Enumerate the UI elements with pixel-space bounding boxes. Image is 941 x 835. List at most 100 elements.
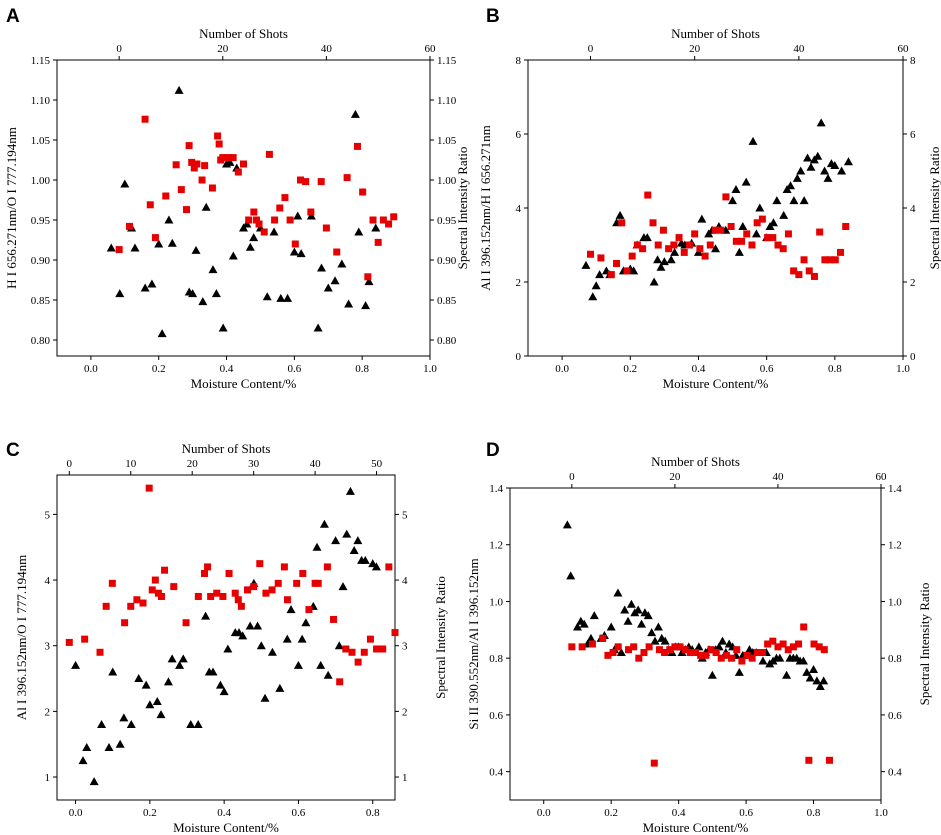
data-point-triangle — [293, 211, 303, 220]
data-point-triangle — [823, 173, 833, 182]
data-point-triangle — [267, 647, 277, 656]
data-point-square — [680, 248, 688, 256]
data-point-triangle — [163, 677, 173, 686]
data-point-triangle — [349, 546, 359, 555]
y-tick-label: 1.00 — [31, 175, 51, 187]
data-point-square — [302, 178, 310, 186]
data-point-triangle — [334, 641, 344, 650]
data-point-triangle — [175, 660, 185, 669]
data-point-square — [219, 592, 227, 600]
data-point-square — [614, 643, 622, 651]
data-point-square — [322, 224, 330, 232]
y2-tick-label: 1.05 — [437, 135, 457, 147]
x2-axis-title: Number of Shots — [651, 454, 740, 469]
x2-tick-label: 60 — [898, 43, 910, 55]
data-point-triangle — [738, 222, 748, 230]
data-point-triangle — [323, 283, 333, 292]
y2-tick-label: 4 — [402, 575, 408, 587]
x-tick-label: 0.0 — [537, 807, 551, 819]
data-point-square — [271, 216, 279, 224]
series-triangle — [106, 85, 381, 338]
data-point-square — [717, 654, 725, 662]
data-point-square — [661, 649, 669, 657]
data-point-triangle — [616, 648, 626, 657]
x-tick-label: 0.2 — [623, 363, 637, 375]
data-point-triangle — [734, 247, 744, 256]
data-point-square — [250, 208, 258, 216]
data-point-triangle — [647, 628, 657, 637]
data-point-triangle — [656, 262, 666, 271]
data-point-square — [265, 150, 273, 158]
plot-frame — [527, 59, 904, 357]
data-point-triangle — [147, 279, 157, 288]
data-point-triangle — [337, 259, 347, 268]
data-point-square — [764, 640, 772, 648]
data-point-triangle — [289, 247, 299, 256]
data-point-triangle — [642, 233, 652, 242]
y2-tick-label: 8 — [910, 55, 916, 67]
y-tick-label: 1.10 — [31, 95, 51, 107]
data-point-triangle — [193, 719, 203, 728]
data-point-square — [96, 648, 104, 656]
x-tick-label: 0.0 — [84, 363, 98, 375]
data-point-square — [649, 219, 657, 227]
data-point-square — [172, 161, 180, 169]
data-point-square — [685, 241, 693, 249]
data-point-square — [607, 271, 615, 279]
y-tick-label: 0 — [516, 351, 522, 363]
data-point-square — [633, 241, 641, 249]
x-tick-label: 0.6 — [760, 363, 774, 375]
data-point-square — [336, 678, 344, 686]
data-point-square — [743, 651, 751, 659]
data-point-triangle — [711, 244, 720, 253]
data-point-triangle — [837, 166, 847, 175]
data-point-triangle — [120, 179, 130, 188]
panel-letter: D — [486, 440, 500, 461]
data-point-square — [675, 234, 683, 242]
x-tick-label: 0.8 — [828, 363, 842, 375]
data-point-triangle — [755, 203, 765, 212]
data-point-square — [115, 246, 123, 254]
data-point-triangle — [301, 618, 311, 627]
panel-a: A0.0 0.2 0.4 0.6 0.8 1.00 20 40 600.80 0.800.85 0.… — [4, 6, 470, 391]
data-point-square — [609, 649, 617, 657]
data-point-square — [364, 273, 372, 281]
data-point-triangle — [130, 243, 140, 252]
x2-tick-label: 40 — [310, 458, 322, 470]
y-axis-title: Si II 390.552nm/Al I 396.152nm — [466, 558, 481, 729]
data-point-square — [795, 640, 803, 648]
data-point-triangle — [245, 621, 255, 630]
data-point-square — [587, 250, 594, 258]
x-tick-label: 1.0 — [874, 807, 888, 819]
data-point-triangle — [588, 292, 598, 301]
data-point-triangle — [649, 277, 659, 286]
data-point-square — [151, 576, 159, 584]
data-point-square — [268, 586, 276, 594]
data-point-square — [353, 142, 361, 150]
data-point-square — [691, 230, 699, 238]
data-point-triangle — [562, 520, 572, 529]
data-point-triangle — [253, 621, 263, 630]
data-point-square — [815, 643, 823, 651]
data-point-square — [821, 256, 829, 264]
data-point-triangle — [581, 260, 591, 269]
data-point-triangle — [157, 329, 167, 338]
data-point-square — [323, 563, 331, 571]
data-point-square — [681, 646, 689, 654]
data-point-triangle — [606, 622, 616, 631]
data-point-triangle — [154, 239, 164, 248]
data-point-square — [276, 204, 284, 212]
data-point-square — [635, 654, 643, 662]
y2-tick-label: 0.95 — [437, 215, 457, 227]
data-point-square — [645, 643, 653, 651]
data-point-square — [650, 759, 658, 767]
data-point-triangle — [282, 634, 292, 643]
data-point-triangle — [623, 616, 633, 625]
data-point-square — [655, 646, 663, 654]
data-point-square — [385, 563, 393, 571]
data-point-square — [177, 186, 185, 194]
data-point-square — [712, 649, 720, 657]
data-point-square — [640, 649, 648, 657]
x2-tick-label: 0 — [116, 43, 122, 55]
x-tick-label: 1.0 — [423, 363, 437, 375]
